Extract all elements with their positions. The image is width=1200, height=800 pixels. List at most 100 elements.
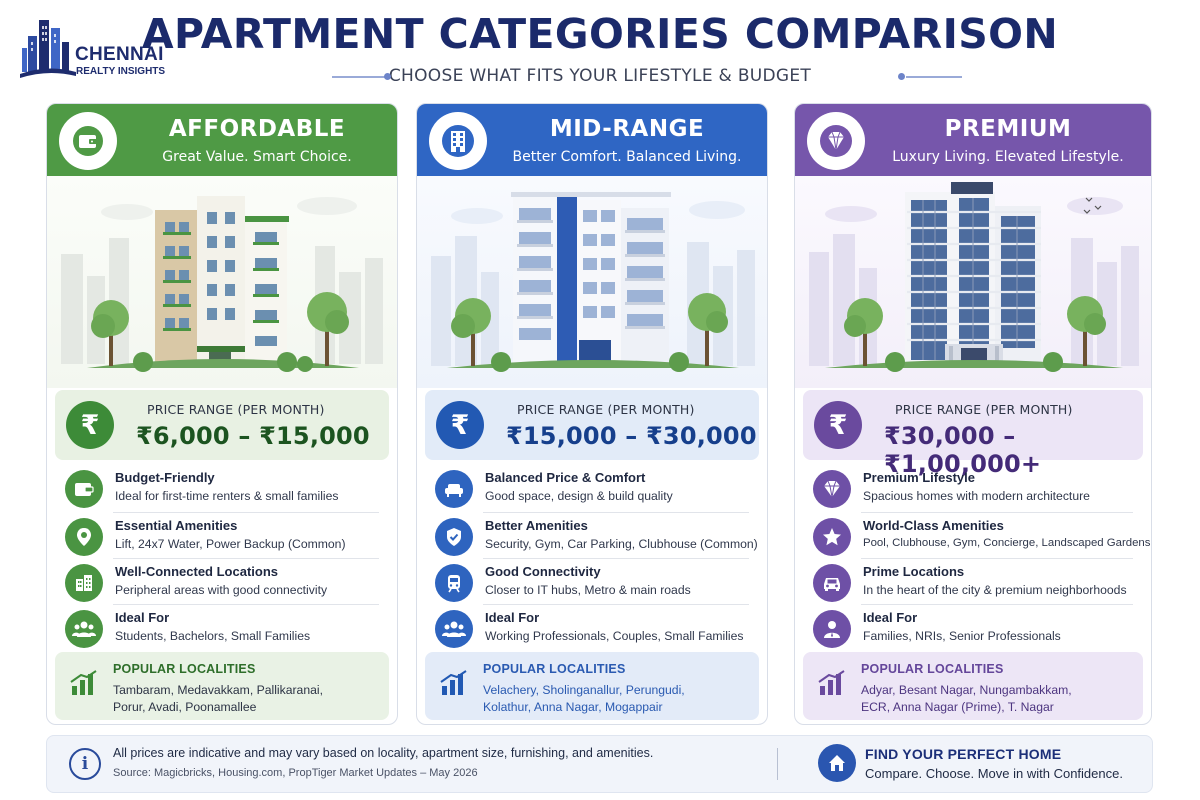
divider (483, 558, 749, 559)
brand-logo: CHENNAI REALTY INSIGHTS (20, 14, 190, 80)
person-icon (813, 610, 851, 648)
feature-description: Spacious homes with modern architecture (863, 489, 1090, 503)
popular-localities-panel: POPULAR LOCALITIES Velachery, Sholingana… (425, 652, 759, 720)
building-illustration (417, 176, 767, 388)
building-icon (429, 112, 487, 170)
localities-line: Tambaram, Medavakkam, Pallikaranai, (113, 683, 323, 697)
divider (777, 748, 778, 780)
subtitle-dot-left (384, 73, 391, 80)
cta-subtitle: Compare. Choose. Move in with Confidence… (865, 766, 1123, 781)
feature-item: Ideal For Students, Bachelors, Small Fam… (65, 608, 383, 654)
home-icon (818, 744, 856, 782)
localities-line: Adyar, Besant Nagar, Nungambakkam, (861, 683, 1072, 697)
subtitle-dot-right (898, 73, 905, 80)
disclaimer-note: All prices are indicative and may vary b… (113, 746, 654, 760)
divider (483, 512, 749, 513)
feature-title: Balanced Price & Comfort (485, 470, 646, 485)
localities-line: Kolathur, Anna Nagar, Mogappair (483, 700, 663, 714)
buildings-icon (65, 564, 103, 602)
feature-item: Well-Connected Locations Peripheral area… (65, 562, 383, 608)
popular-localities-panel: POPULAR LOCALITIES Tambaram, Medavakkam,… (55, 652, 389, 720)
feature-item: Ideal For Families, NRIs, Senior Profess… (813, 608, 1137, 654)
location-pin-icon (65, 518, 103, 556)
feature-title: Premium Lifestyle (863, 470, 975, 485)
feature-description: Ideal for first-time renters & small fam… (115, 489, 339, 503)
divider (483, 604, 749, 605)
building-illustration (47, 176, 397, 388)
subtitle-divider-right (906, 76, 962, 78)
card-title: PREMIUM (944, 116, 1072, 142)
localities-list: Velachery, Sholinganallur, Perungudi, Ko… (483, 682, 733, 716)
bar-chart-icon (818, 670, 845, 695)
people-icon (435, 610, 473, 648)
feature-description: Closer to IT hubs, Metro & main roads (485, 583, 691, 597)
feature-title: Ideal For (115, 610, 170, 625)
footer-bar: i All prices are indicative and may vary… (46, 735, 1153, 793)
feature-title: Ideal For (863, 610, 918, 625)
subtitle-divider-left (332, 76, 388, 78)
feature-description: Working Professionals, Couples, Small Fa… (485, 629, 744, 643)
card-header: PREMIUM Luxury Living. Elevated Lifestyl… (795, 104, 1151, 176)
wallet-icon (59, 112, 117, 170)
bar-chart-icon (70, 670, 97, 695)
feature-item: Better Amenities Security, Gym, Car Park… (435, 516, 758, 562)
localities-line: Porur, Avadi, Poonamallee (113, 700, 257, 714)
feature-item: Essential Amenities Lift, 24x7 Water, Po… (65, 516, 383, 562)
localities-line: Velachery, Sholinganallur, Perungudi, (483, 683, 685, 697)
feature-item: Good Connectivity Closer to IT hubs, Met… (435, 562, 753, 608)
card-tagline: Great Value. Smart Choice. (162, 149, 352, 165)
price-range-label: PRICE RANGE (PER MONTH) (147, 402, 325, 417)
feature-description: Students, Bachelors, Small Families (115, 629, 311, 643)
divider (861, 604, 1133, 605)
wallet-icon (65, 470, 103, 508)
card-title: MID-RANGE (549, 116, 705, 142)
feature-description: Families, NRIs, Senior Professionals (863, 629, 1061, 643)
localities-list: Adyar, Besant Nagar, Nungambakkam, ECR, … (861, 682, 1111, 716)
feature-description: Peripheral areas with good connectivity (115, 583, 328, 597)
price-range-panel: ₹ PRICE RANGE (PER MONTH) ₹6,000 – ₹15,0… (55, 390, 389, 460)
feature-item: Balanced Price & Comfort Good space, des… (435, 468, 753, 514)
info-icon: i (69, 748, 101, 780)
feature-item: Prime Locations In the heart of the city… (813, 562, 1137, 608)
rupee-icon: ₹ (66, 401, 114, 449)
card-premium: PREMIUM Luxury Living. Elevated Lifestyl… (794, 103, 1152, 725)
feature-title: Essential Amenities (115, 518, 238, 533)
card-mid-range: MID-RANGE Better Comfort. Balanced Livin… (416, 103, 768, 725)
page-title: APARTMENT CATEGORIES COMPARISON (141, 10, 1059, 58)
price-range-label: PRICE RANGE (PER MONTH) (895, 402, 1073, 417)
feature-title: Prime Locations (863, 564, 965, 579)
card-tagline: Luxury Living. Elevated Lifestyle. (892, 149, 1124, 165)
card-header: MID-RANGE Better Comfort. Balanced Livin… (417, 104, 767, 176)
card-header: AFFORDABLE Great Value. Smart Choice. (47, 104, 397, 176)
divider (113, 604, 379, 605)
brand-name: CHENNAI (75, 44, 164, 65)
card-affordable: AFFORDABLE Great Value. Smart Choice. (46, 103, 398, 725)
diamond-icon (813, 470, 851, 508)
feature-description: Security, Gym, Car Parking, Clubhouse (C… (485, 537, 758, 551)
feature-title: Well-Connected Locations (115, 564, 278, 579)
sofa-icon (435, 470, 473, 508)
popular-localities-label: POPULAR LOCALITIES (483, 662, 626, 676)
popular-localities-panel: POPULAR LOCALITIES Adyar, Besant Nagar, … (803, 652, 1143, 720)
price-range-panel: ₹ PRICE RANGE (PER MONTH) ₹15,000 – ₹30,… (425, 390, 759, 460)
metro-train-icon (435, 564, 473, 602)
popular-localities-label: POPULAR LOCALITIES (861, 662, 1004, 676)
rupee-icon: ₹ (814, 401, 862, 449)
diamond-icon (807, 112, 865, 170)
people-icon (65, 610, 103, 648)
localities-list: Tambaram, Medavakkam, Pallikaranai, Poru… (113, 682, 363, 716)
price-range-value: ₹30,000 – ₹1,00,000+ (884, 422, 1042, 478)
brand-tagline: REALTY INSIGHTS (76, 66, 166, 77)
subtitle-row: CHOOSE WHAT FITS YOUR LIFESTYLE & BUDGET (0, 66, 1200, 88)
feature-title: Budget-Friendly (115, 470, 215, 485)
feature-item: Budget-Friendly Ideal for first-time ren… (65, 468, 383, 514)
car-icon (813, 564, 851, 602)
feature-description: In the heart of the city & premium neigh… (863, 583, 1127, 597)
feature-title: Good Connectivity (485, 564, 601, 579)
feature-item: World-Class Amenities Pool, Clubhouse, G… (813, 516, 1150, 562)
divider (113, 558, 379, 559)
feature-title: Better Amenities (485, 518, 588, 533)
price-range-value: ₹6,000 – ₹15,000 (136, 422, 370, 450)
shield-check-icon (435, 518, 473, 556)
bar-chart-icon (440, 670, 467, 695)
